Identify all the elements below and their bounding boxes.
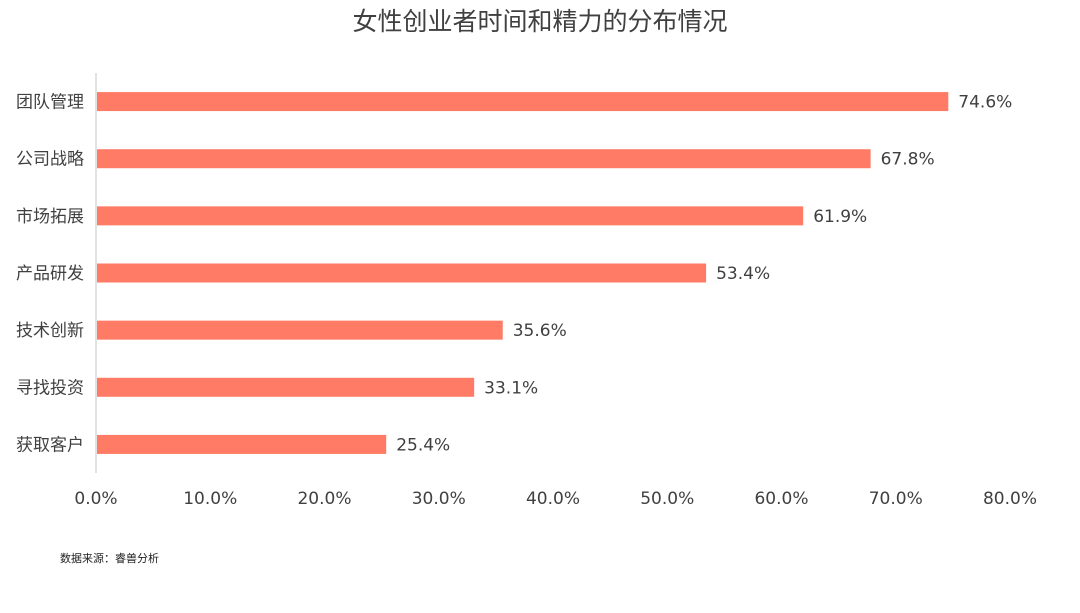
bar bbox=[97, 320, 503, 340]
bar bbox=[97, 149, 871, 169]
category-label: 团队管理 bbox=[16, 93, 84, 113]
data-label: 67.8% bbox=[881, 150, 935, 170]
category-label: 获取客户 bbox=[16, 435, 84, 455]
data-label: 33.1% bbox=[484, 378, 538, 398]
data-label: 53.4% bbox=[716, 264, 770, 284]
data-label: 61.9% bbox=[813, 207, 867, 227]
bar bbox=[97, 263, 707, 283]
category-label: 寻找投资 bbox=[16, 378, 84, 398]
source-note: 数据来源：睿兽分析 bbox=[60, 552, 159, 565]
category-label: 技术创新 bbox=[16, 321, 84, 341]
bar bbox=[97, 377, 475, 397]
category-label: 产品研发 bbox=[16, 264, 84, 284]
chart-title: 女性创业者时间和精力的分布情况 bbox=[352, 7, 728, 36]
data-label: 74.6% bbox=[958, 93, 1012, 113]
bar bbox=[97, 206, 804, 226]
bar bbox=[97, 92, 949, 112]
x-tick-label: 50.0% bbox=[640, 489, 694, 509]
x-tick-label: 70.0% bbox=[869, 489, 923, 509]
x-tick-label: 20.0% bbox=[297, 489, 351, 509]
x-tick-label: 60.0% bbox=[754, 489, 808, 509]
category-label: 公司战略 bbox=[16, 150, 84, 170]
data-label: 35.6% bbox=[513, 321, 567, 341]
category-label: 市场拓展 bbox=[16, 207, 84, 227]
data-label: 25.4% bbox=[396, 435, 450, 455]
x-tick-label: 10.0% bbox=[183, 489, 237, 509]
x-tick-label: 80.0% bbox=[983, 489, 1037, 509]
x-tick-label: 0.0% bbox=[74, 489, 117, 509]
x-tick-label: 40.0% bbox=[526, 489, 580, 509]
bar bbox=[97, 434, 387, 454]
x-tick-label: 30.0% bbox=[412, 489, 466, 509]
